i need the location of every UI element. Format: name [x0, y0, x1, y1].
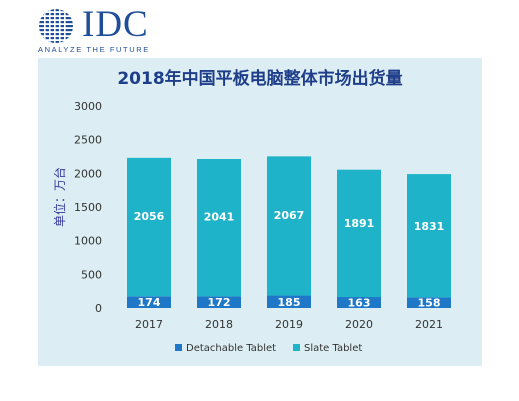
data-label-detachable: 174: [138, 296, 161, 309]
data-label-slate: 1891: [344, 217, 375, 230]
data-label-slate: 2067: [274, 209, 305, 222]
y-tick-label: 2500: [74, 134, 102, 147]
legend: Detachable Tablet Slate Tablet: [175, 343, 362, 354]
y-tick-label: 0: [95, 302, 102, 315]
x-tick-label: 2020: [345, 318, 373, 331]
stacked-bar-chart: 2018年中国平板电脑整体市场出货量 单位：万台 0 500 1000 1500 200…: [52, 68, 451, 354]
legend-label-slate: Slate Tablet: [304, 343, 362, 354]
data-label-slate: 2041: [204, 211, 235, 224]
bar-detachable: [407, 297, 451, 308]
bar-detachable: [197, 296, 241, 308]
data-label-detachable: 172: [208, 296, 231, 309]
bar-slate: [337, 169, 381, 298]
globe-icon: [39, 9, 73, 43]
data-label-detachable: 158: [418, 297, 441, 310]
chart-panel: 2018年中国平板电脑整体市场出货量 单位：万台 0 500 1000 1500 200…: [38, 58, 482, 366]
bar-slate: [127, 157, 171, 297]
logo-tagline: ANALYZE THE FUTURE: [38, 45, 150, 54]
y-tick-label: 2000: [74, 167, 102, 180]
y-tick-label: 1000: [74, 235, 102, 248]
y-tick-label: 500: [81, 268, 102, 281]
legend-label-detachable: Detachable Tablet: [186, 343, 276, 354]
bar-detachable: [337, 297, 381, 308]
x-tick-label: 2018: [205, 318, 233, 331]
data-label-slate: 2056: [134, 210, 165, 223]
x-axis: 2017 2018 2019 2020 2021: [135, 318, 443, 331]
bar-slate: [267, 156, 311, 296]
data-label-detachable: 163: [348, 297, 371, 310]
logo-name: IDC: [82, 4, 149, 45]
x-tick-label: 2021: [415, 318, 443, 331]
legend-swatch-slate: [293, 344, 300, 351]
data-label-slate: 1831: [414, 220, 445, 233]
idc-logo: IDC ANALYZE THE FUTURE: [38, 4, 188, 55]
data-label-detachable: 185: [278, 296, 301, 309]
bar-detachable: [127, 296, 171, 308]
y-axis-label: 单位：万台: [52, 167, 67, 227]
chart-title: 2018年中国平板电脑整体市场出货量: [117, 68, 402, 89]
bar-detachable: [267, 295, 311, 308]
x-tick-label: 2017: [135, 318, 163, 331]
y-axis: 0 500 1000 1500 2000 2500 3000: [74, 100, 102, 315]
x-tick-label: 2019: [275, 318, 303, 331]
bars: 174 2056 172 2041 185 2067 163 1891 158 1831: [127, 156, 451, 310]
y-tick-label: 1500: [74, 201, 102, 214]
bar-slate: [197, 158, 241, 297]
y-tick-label: 3000: [74, 100, 102, 113]
bar-slate: [407, 174, 451, 298]
legend-swatch-detachable: [175, 344, 182, 351]
